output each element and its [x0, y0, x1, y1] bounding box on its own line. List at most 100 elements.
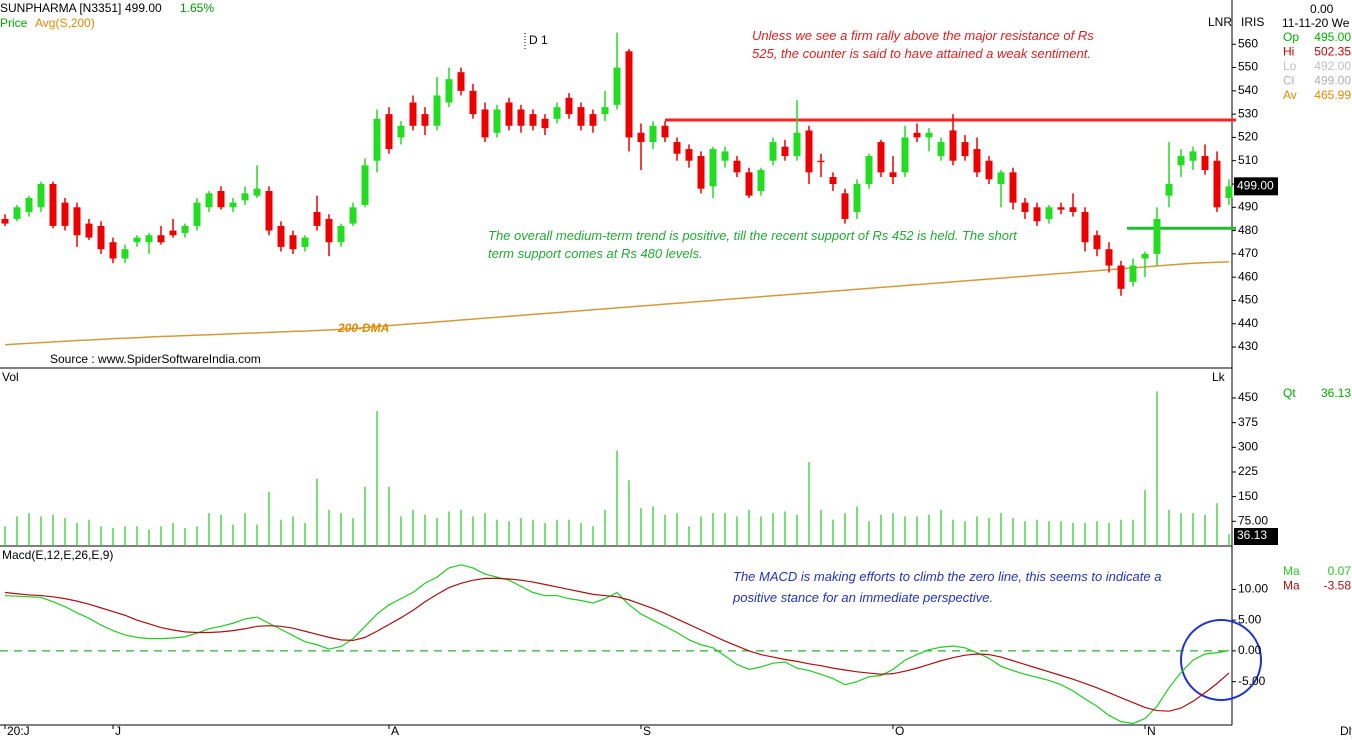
candle-body	[661, 125, 669, 138]
candle-body	[25, 197, 33, 212]
qty-label: Qt	[1283, 386, 1296, 400]
candle-body	[1213, 160, 1221, 208]
candle-body	[817, 160, 825, 163]
candle-body	[973, 149, 981, 173]
candle-body	[241, 193, 249, 201]
candle-body	[769, 142, 777, 161]
source: Source : www.SpiderSoftwareIndia.com	[50, 352, 261, 366]
candle-body	[685, 149, 693, 161]
field-label: Op	[1283, 30, 1299, 44]
candle-body	[877, 142, 885, 173]
candle-body	[1021, 202, 1029, 212]
field-value: 495.00	[1314, 30, 1351, 44]
legend-value: 0.07	[1328, 564, 1352, 578]
highlight-circle	[1180, 619, 1262, 701]
volume-tag	[1234, 528, 1278, 545]
candle-body	[409, 102, 417, 126]
candle-body	[217, 190, 225, 208]
x-tick-label: O	[895, 724, 904, 738]
qty-value: 36.13	[1321, 386, 1351, 400]
y-tick-label: 490	[1238, 199, 1258, 213]
candle-body	[61, 202, 69, 226]
x-tick-label: 20:J	[7, 724, 30, 738]
macd-line	[4, 564, 1230, 725]
candle-body	[73, 207, 81, 236]
header-change: 1.65%	[180, 1, 214, 15]
price-tag	[1234, 177, 1278, 196]
candle-body	[961, 142, 969, 157]
legend-name: Ma	[1283, 579, 1300, 593]
candle-body	[421, 114, 429, 126]
candle-body	[193, 202, 201, 226]
candle-body	[325, 218, 333, 243]
side-date: 11-11-20 We	[1282, 16, 1350, 30]
candle-body	[85, 223, 93, 238]
y-tick-label: -5.00	[1238, 674, 1266, 688]
y-tick-label: 375	[1238, 415, 1258, 429]
y-tick-label: 550	[1238, 60, 1258, 74]
candle-body	[997, 172, 1005, 184]
candle-body	[589, 114, 597, 126]
candle-body	[541, 118, 549, 129]
x-tick-label: J	[115, 724, 121, 738]
y-tick-label: 440	[1238, 316, 1258, 330]
candle-body	[1093, 235, 1101, 250]
candle-body	[337, 225, 345, 243]
y-tick-label: 510	[1238, 153, 1258, 167]
candle-body	[937, 142, 945, 157]
candle-body	[745, 172, 753, 196]
candle-body	[613, 67, 621, 105]
candle-body	[757, 170, 765, 191]
candle-body	[505, 102, 513, 126]
field-label: Av	[1283, 88, 1297, 102]
candle-body	[37, 184, 45, 208]
candle-body	[1129, 265, 1137, 282]
candle-body	[157, 235, 165, 243]
candle-body	[49, 184, 57, 226]
mode: IRIS	[1241, 15, 1264, 29]
dma-line	[4, 261, 1230, 346]
candle-body	[133, 237, 141, 243]
x-tick-label: N	[1147, 724, 1156, 738]
y-tick-label: 300	[1238, 439, 1258, 453]
field-value: 492.00	[1314, 59, 1351, 73]
candle-body	[1045, 207, 1053, 219]
field-label: Cl	[1283, 74, 1294, 88]
candle-body	[481, 109, 489, 138]
macd-line	[4, 577, 1230, 712]
y-tick-label: 150	[1238, 489, 1258, 503]
candle-body	[529, 114, 537, 126]
y-tick-label: 560	[1238, 36, 1258, 50]
symbol: SUNPHARMA [N3351]	[0, 1, 121, 15]
candle-body	[265, 190, 273, 231]
candle-body	[517, 109, 525, 126]
candle-body	[469, 90, 477, 115]
candle-body	[733, 160, 741, 173]
candle-body	[601, 107, 609, 115]
y-tick-label: 530	[1238, 106, 1258, 120]
indicator-label: Price	[0, 16, 28, 30]
field-value: 502.35	[1314, 45, 1351, 59]
candle-body	[1081, 211, 1089, 243]
y-tick-label: 470	[1238, 246, 1258, 260]
candle-body	[565, 97, 573, 115]
candle-body	[1057, 207, 1065, 210]
period: D 1	[529, 33, 548, 47]
candle-body	[649, 125, 657, 143]
candle-body	[781, 146, 789, 157]
price-tag-label: 499.00	[1237, 179, 1274, 193]
candle-body	[1, 218, 9, 224]
candle-body	[1225, 186, 1233, 198]
candle-body	[1141, 253, 1149, 259]
candle-body	[913, 132, 921, 138]
y-tick-label: 450	[1238, 293, 1258, 307]
candle-body	[97, 225, 105, 250]
candle-body	[13, 207, 21, 219]
candle-body	[1165, 184, 1173, 196]
legend-name: Ma	[1283, 564, 1300, 578]
candle-body	[169, 230, 177, 236]
candle-body	[1009, 172, 1017, 203]
candle-body	[1189, 151, 1197, 161]
candle-body	[925, 132, 933, 138]
